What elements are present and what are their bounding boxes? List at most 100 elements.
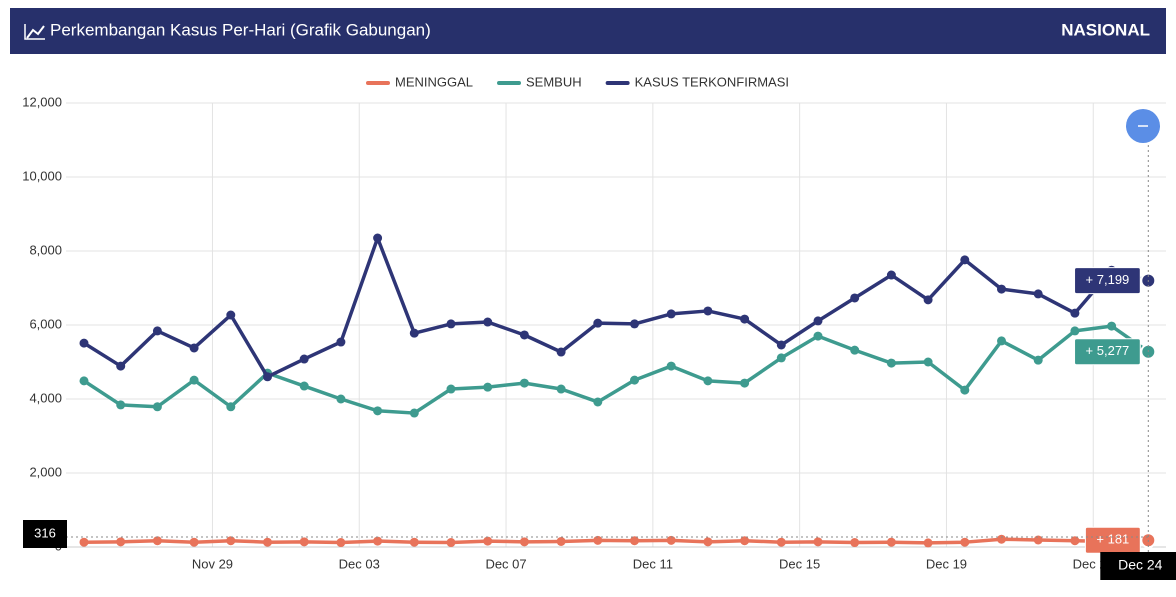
data-point — [630, 375, 639, 385]
data-point — [593, 397, 603, 407]
data-point — [630, 319, 639, 329]
plot: + 181 + 5,277 + 7,199 — [79, 233, 1157, 554]
data-point — [886, 358, 896, 368]
data-point — [336, 538, 346, 548]
data-point — [483, 382, 493, 392]
data-point — [666, 309, 676, 319]
value-label: + 7,199 — [1086, 272, 1130, 287]
crosshair-y-label: 316 — [34, 525, 56, 540]
data-point — [776, 340, 786, 350]
data-point — [299, 537, 309, 547]
data-point — [850, 345, 860, 355]
data-point — [116, 361, 126, 371]
data-point — [483, 536, 493, 546]
data-point — [1033, 289, 1043, 299]
data-point — [740, 314, 750, 324]
data-point — [556, 536, 566, 546]
data-point — [336, 337, 346, 347]
legend-label: KASUS TERKONFIRMASI — [635, 74, 789, 89]
header-title: Perkembangan Kasus Per-Hari (Grafik Gabu… — [50, 20, 431, 39]
chart-icon — [26, 25, 45, 39]
data-point — [152, 536, 162, 546]
data-point — [813, 537, 823, 547]
data-point — [189, 375, 199, 385]
data-point — [960, 537, 970, 547]
crosshair-x-box — [1100, 552, 1176, 580]
legend-label: SEMBUH — [526, 74, 582, 89]
data-point — [189, 537, 199, 547]
data-point — [593, 535, 603, 545]
header-bar — [10, 8, 1166, 54]
x-tick-label: Dec 11 — [633, 556, 673, 571]
data-point — [630, 536, 639, 546]
data-point — [373, 536, 383, 546]
data-point — [740, 536, 750, 546]
data-point — [740, 378, 750, 388]
x-tick-label: Nov 29 — [192, 556, 233, 571]
data-point — [519, 330, 529, 340]
value-tooltip: + 181 — [1084, 526, 1141, 554]
data-point — [189, 343, 199, 353]
data-point — [226, 402, 236, 412]
data-point — [776, 353, 786, 363]
data-point — [409, 328, 419, 338]
data-point — [776, 537, 786, 547]
data-point — [1033, 535, 1043, 545]
data-point — [79, 537, 89, 547]
value-tooltip: + 7,199 — [1074, 267, 1141, 295]
y-tick-label: 10,000 — [22, 168, 62, 183]
data-point — [116, 400, 126, 410]
data-point — [960, 385, 970, 395]
data-point — [336, 394, 346, 404]
data-point — [226, 536, 236, 546]
data-point — [923, 538, 933, 548]
data-point — [703, 537, 713, 547]
data-point — [263, 372, 272, 382]
x-tick-label: Dec 19 — [926, 556, 967, 571]
data-point — [1107, 321, 1117, 331]
data-point — [923, 295, 933, 305]
data-point — [997, 284, 1006, 294]
data-point — [152, 402, 162, 412]
data-point — [79, 338, 89, 348]
data-point — [263, 537, 272, 547]
value-tooltip: + 5,277 — [1074, 338, 1141, 366]
data-point — [813, 316, 823, 326]
data-point — [79, 376, 89, 386]
y-tick-label: 12,000 — [22, 94, 62, 109]
data-point — [923, 357, 933, 367]
series-line — [83, 537, 1149, 545]
legend: MENINGGAL SEMBUH KASUS TERKONFIRMASI — [366, 74, 789, 89]
data-point — [556, 347, 566, 357]
series-line — [83, 236, 1149, 379]
data-point — [446, 384, 456, 394]
data-point — [409, 408, 419, 418]
crosshair-y-box — [23, 520, 67, 548]
data-point — [813, 331, 823, 341]
data-point — [373, 233, 383, 243]
x-tick-label: Dec 15 — [779, 556, 820, 571]
y-tick-label: 4,000 — [29, 390, 62, 405]
data-point — [886, 270, 896, 280]
data-point — [483, 317, 493, 327]
chart-icon-axes — [24, 24, 45, 40]
data-point — [226, 310, 236, 320]
data-point — [850, 293, 860, 303]
crosshair-x-label: Dec 24 — [1118, 557, 1163, 573]
header-region: NASIONAL — [1061, 20, 1150, 39]
data-point — [1070, 326, 1080, 336]
data-point — [446, 319, 456, 329]
data-point — [373, 406, 383, 416]
data-point — [703, 306, 713, 316]
data-point — [519, 378, 529, 388]
data-point — [409, 537, 419, 547]
value-label: + 5,277 — [1086, 343, 1130, 358]
value-tooltip-box — [1074, 267, 1141, 295]
data-point — [960, 255, 970, 265]
data-point — [299, 354, 309, 364]
data-point — [703, 376, 713, 386]
data-point — [850, 538, 860, 548]
data-point — [1070, 308, 1080, 318]
data-point — [1033, 355, 1043, 365]
